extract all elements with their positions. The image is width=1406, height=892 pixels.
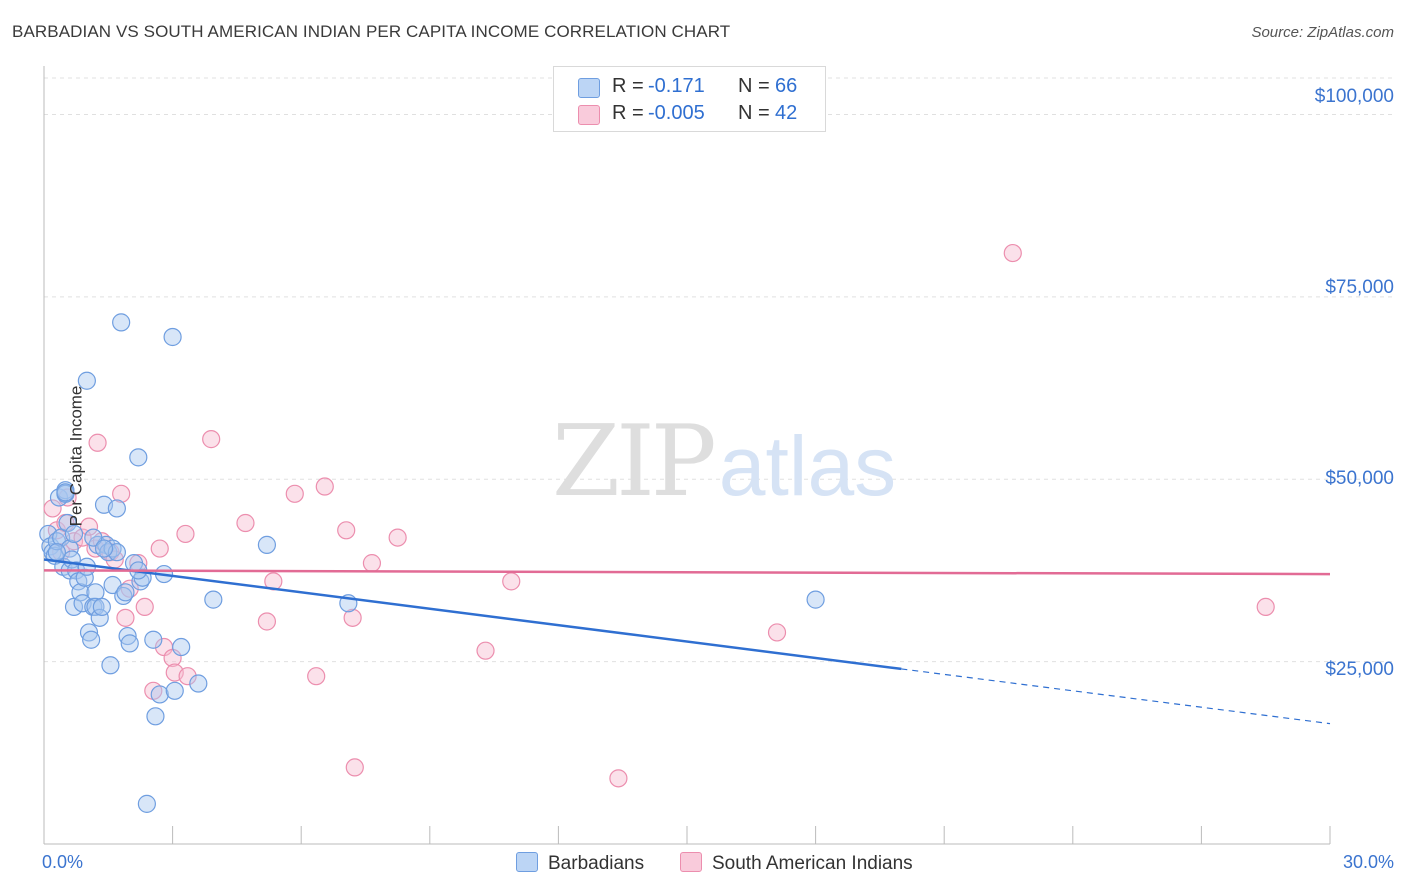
legend-swatch-pink [578,105,600,125]
south-american-indians-point [609,769,628,788]
barbadians-point [129,448,148,467]
x-tick-label-min: 0.0% [42,852,84,872]
barbadians-point [86,597,105,617]
south-american-indians-point [116,608,135,627]
south-american-indians-trend-line [43,569,1331,576]
barbadians-point [47,543,66,562]
south-american-indians-point [112,484,131,503]
barbadians-point [116,583,135,602]
legend-n-label: N = [738,75,770,97]
south-american-indians-point [767,623,787,642]
bottom-legend-label-barbadians: Barbadians [548,853,645,874]
barbadians-point [165,681,184,700]
barbadians-point [118,626,137,646]
barbadians-point [204,590,223,609]
trend-lines [43,558,1331,725]
y-tick-label-100000: $100,000 [1314,86,1394,107]
legend-n-value: 42 [775,102,798,124]
legend-r-label: R = [612,102,644,124]
barbadians-point [56,483,75,502]
source-label: Source: ZipAtlas.com [1251,24,1394,41]
south-american-indians-point [476,641,495,660]
barbadians-point [94,539,114,558]
barbadians-point [71,583,90,602]
legend-r-value: -0.005 [648,102,705,124]
y-tick-label-25000: $25,000 [1325,659,1394,680]
barbadians-point [84,528,103,547]
legend-r-value: -0.171 [648,75,705,97]
south-american-indians-point [315,477,334,496]
axes [43,66,1331,845]
bottom-legend-swatch-pink [680,852,702,872]
legend-swatch-blue [578,78,600,98]
barbadians-point [112,313,131,332]
barbadians-point [90,608,109,627]
barbadians-points [39,313,825,813]
south-american-indians-point [236,513,255,533]
south-american-indians-point [176,524,195,544]
watermark-atlas: atlas [718,419,897,513]
bottom-legend-south-american-indians: South American Indians [680,852,913,875]
x-tick-label-max: 30.0% [1342,852,1394,872]
bottom-legend-barbadians: Barbadians [516,852,644,875]
south-american-indians-point [502,572,521,591]
barbadians-trend-line [43,558,902,671]
south-american-indians-point [388,528,407,547]
legend-n-label: N = [738,102,770,124]
watermark-zip: ZIP [552,405,717,519]
south-american-indians-point [345,758,364,777]
barbadians-point [92,597,111,617]
south-american-indians-point [307,667,326,686]
barbadians-point [64,524,84,544]
barbadians-point [58,513,77,533]
y-tick-label-50000: $50,000 [1325,468,1394,489]
south-american-indians-point [202,430,221,449]
barbadians-point [144,630,163,649]
watermark: ZIPatlas [552,405,896,519]
barbadians-point [75,568,94,587]
barbadians-point [150,685,169,704]
barbadians-point [77,371,96,390]
south-american-indians-point [1003,243,1022,263]
barbadians-point [257,535,277,554]
legend-r-label: R = [612,75,644,97]
barbadians-point [107,499,126,518]
barbadians-point [172,637,191,657]
bottom-legend-swatch-blue [516,852,538,872]
barbadians-point [163,327,182,347]
barbadians-point [79,623,99,642]
barbadians-point [120,634,139,653]
barbadians-point [806,590,825,609]
barbadians-point [82,630,101,649]
correlation-legend: R = -0.171 N = 66 R = -0.005 N = 42 [553,66,826,132]
barbadians-trend-extension [901,668,1331,725]
south-american-indians-point [150,539,169,558]
y-axis-label: Per Capita Income [66,385,86,527]
south-american-indians-point [337,521,356,540]
chart-title: BARBADIAN VS SOUTH AMERICAN INDIAN PER C… [12,22,731,41]
barbadians-point [189,674,208,693]
south-american-indians-point [135,597,154,617]
south-american-indians-point [1256,597,1275,617]
bottom-legend-label-south-american-indians: South American Indians [712,853,913,874]
barbadians-point [146,707,165,726]
south-american-indians-point [79,517,99,536]
south-american-indians-point [343,608,362,627]
y-tick-label-75000: $75,000 [1325,277,1394,298]
south-american-indians-point [178,667,197,686]
barbadians-point [137,794,156,813]
barbadians-point [101,656,120,675]
south-american-indians-point [43,499,62,518]
south-american-indians-point [362,554,382,573]
south-american-indians-point [88,433,107,452]
south-american-indians-point [257,612,277,631]
legend-n-value: 66 [775,75,798,97]
south-american-indians-point [285,484,304,503]
